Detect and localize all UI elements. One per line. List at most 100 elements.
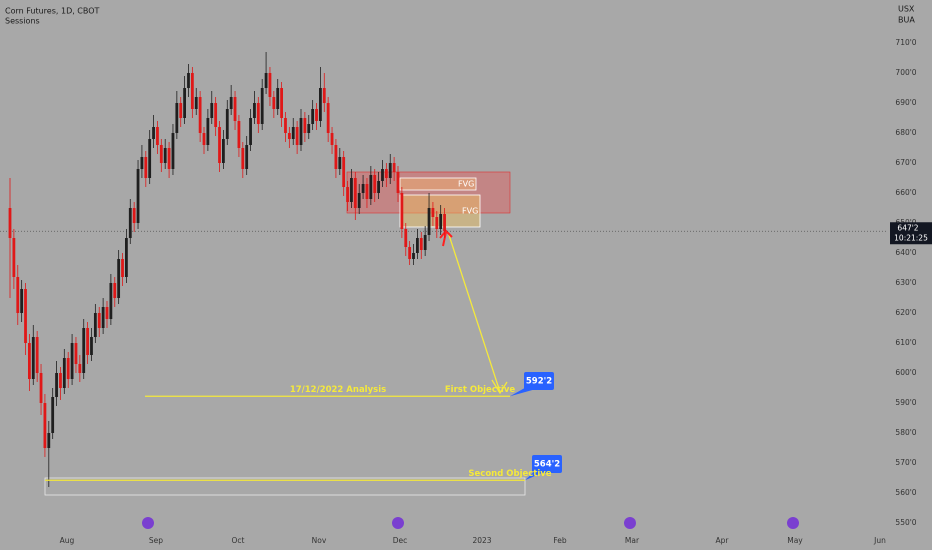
candle-body [152,127,155,139]
candle-body [140,157,144,169]
candle-body [74,343,78,364]
candle-body [8,208,12,238]
x-tick-label: Nov [312,536,327,545]
chart-title: Corn Futures, 1D, CBOT [5,7,100,16]
candle-body [55,373,58,397]
candle-body [194,97,198,109]
y-tick-label: 670'0 [895,158,916,167]
candle-body [322,88,326,103]
fvg-label: FVG [458,180,474,189]
candle-body [171,133,175,169]
x-tick-label: Sep [149,536,163,545]
candle-body [206,118,210,145]
candle-body [31,337,35,379]
candle-body [361,184,365,193]
candle-body [253,103,256,118]
candle-body [148,139,152,178]
candle-body [338,157,342,169]
y-tick-label: 710'0 [895,38,916,47]
x-tick-label: May [787,536,803,545]
price-tag [890,222,932,245]
candle-body [311,109,315,124]
candle-body [175,103,179,133]
x-tick-label: Mar [625,536,640,545]
fvg-box [399,177,477,191]
candle-body [388,163,392,178]
objective-tag-label: 564'2 [534,460,560,470]
candle-body [369,175,373,199]
currency: USX [898,5,915,14]
candle-body [218,127,221,163]
candle-body [237,121,241,148]
candle-body [245,145,249,169]
candle-body [109,283,113,319]
candle-body [35,337,39,373]
x-tick-label: Apr [716,536,730,545]
objective-tag [524,372,554,390]
objective-tag-label: 592'2 [526,377,552,387]
chart-subtitle: Sessions [5,17,40,26]
candle-body [39,373,43,403]
candle-body [295,127,299,145]
candle-body [256,103,260,124]
candle-body [12,238,16,277]
candle-body [423,235,427,250]
candle-body [416,238,419,253]
candle-body [202,133,206,145]
candle-body [93,313,97,337]
candle-body [121,259,124,277]
candle-body [24,289,27,343]
y-tick-label: 600'0 [895,368,916,377]
candle-body [299,118,303,145]
analysis-label: 17/12/2022 Analysis [290,385,386,395]
y-tick-label: 630'0 [895,278,916,287]
x-tick-label: Oct [232,536,245,545]
candle-body [43,403,47,448]
candle-body [159,145,163,163]
x-tick-label: Feb [553,536,567,545]
candle-body [190,73,194,109]
candle-body [229,97,233,109]
candle-body [225,109,229,139]
signal-arrow [439,229,453,247]
candle-body [117,259,121,298]
objective-name: First Objective [445,385,516,395]
candle-body [334,145,338,169]
candle-body [241,148,245,169]
candle-body [233,97,237,121]
candle-body [412,253,415,259]
event-icon [624,517,636,529]
candle-body [249,118,252,145]
objective-name: Second Objective [468,469,551,479]
candle-body [136,169,140,223]
candle-body [272,97,276,109]
candle-body [381,169,384,181]
candle-body [435,217,439,229]
candle-body [101,307,105,328]
unit: BUA [898,16,915,25]
candle-body [431,208,435,217]
candle-body [319,88,322,121]
candle-body [427,208,431,235]
candle-body [156,127,159,145]
candle-body [16,277,20,313]
candle-body [315,109,318,121]
countdown: 10:21:25 [894,233,928,242]
candle-body [128,208,132,238]
candle-body [132,208,136,223]
candle-body [210,103,214,118]
x-tick-label: Dec [393,536,408,545]
candle-body [280,88,283,118]
candle-body [439,214,443,229]
candle-body [62,358,66,388]
candle-body [419,238,423,250]
y-tick-label: 660'0 [895,188,916,197]
candle-body [400,193,404,229]
candle-body [125,238,128,277]
candle-body [144,157,148,178]
candle-body [307,124,311,133]
candle-body [260,88,264,124]
candle-body [105,307,109,319]
